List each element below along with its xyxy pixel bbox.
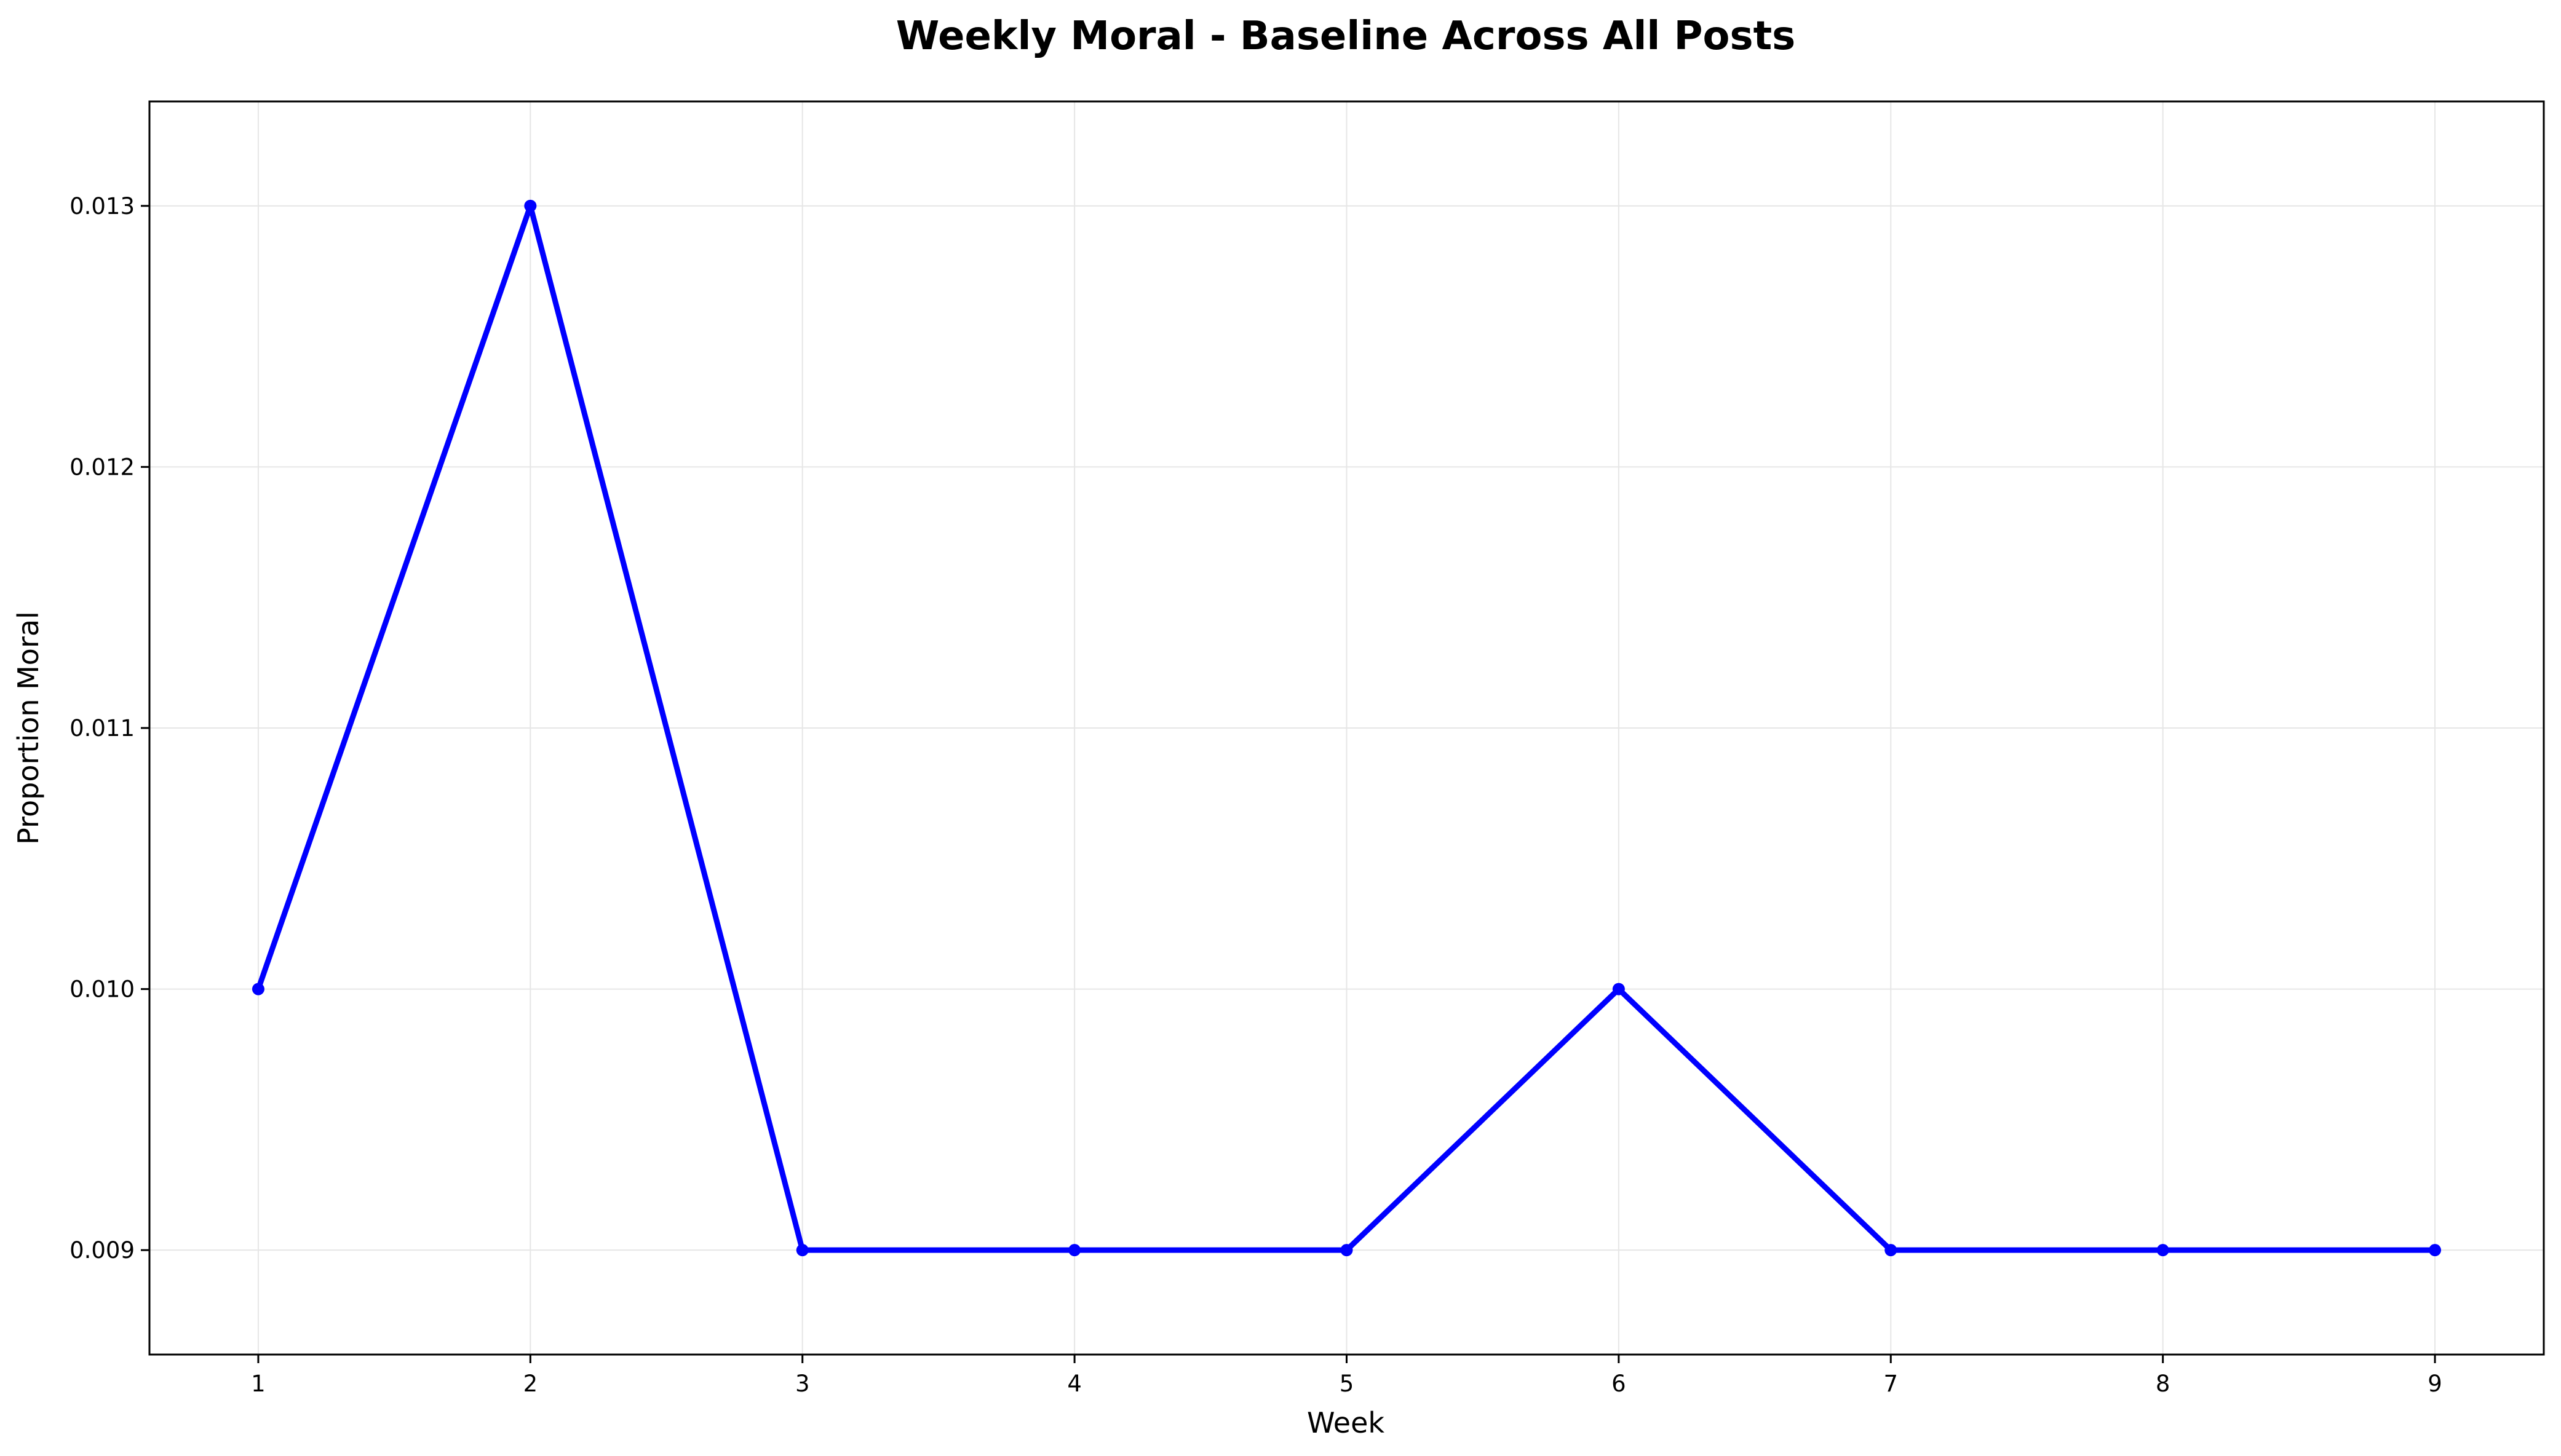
data-point-week-1: [252, 983, 264, 995]
x-tick-label: 4: [1067, 1371, 1082, 1397]
x-tick-label: 3: [795, 1371, 810, 1397]
x-tick-label: 6: [1611, 1371, 1626, 1397]
y-tick-label: 0.010: [69, 976, 135, 1003]
data-point-week-4: [1068, 1244, 1081, 1257]
plot-area-frame: [148, 100, 2545, 1356]
data-point-week-8: [2156, 1244, 2169, 1257]
y-tick-label: 0.012: [69, 454, 135, 480]
y-tick-label: 0.009: [69, 1237, 135, 1264]
x-tick-label: 2: [523, 1371, 538, 1397]
data-series: [252, 199, 2442, 1257]
y-axis-label: Proportion Moral: [12, 611, 45, 845]
data-point-week-9: [2429, 1244, 2442, 1257]
x-tick-label: 8: [2156, 1371, 2170, 1397]
x-tick-label: 7: [1883, 1371, 1898, 1397]
data-point-week-3: [796, 1244, 809, 1257]
data-point-week-5: [1340, 1244, 1353, 1257]
x-axis-label: Week: [1307, 1406, 1384, 1439]
y-tick-label: 0.013: [69, 193, 135, 220]
x-tick-label: 1: [251, 1371, 266, 1397]
data-point-week-7: [1884, 1244, 1897, 1257]
x-tick-label: 5: [1340, 1371, 1354, 1397]
data-point-week-6: [1612, 983, 1625, 995]
axis-ticks: 1 2 3 4 5 6 7 8 9 0.009 0.010 0.011 0.012 0.013: [69, 193, 2442, 1397]
x-tick-label: 9: [2428, 1371, 2442, 1397]
chart-title: Weekly Moral - Baseline Across All Posts: [896, 14, 1796, 59]
y-tick-label: 0.011: [69, 715, 135, 742]
data-point-week-2: [524, 199, 537, 212]
